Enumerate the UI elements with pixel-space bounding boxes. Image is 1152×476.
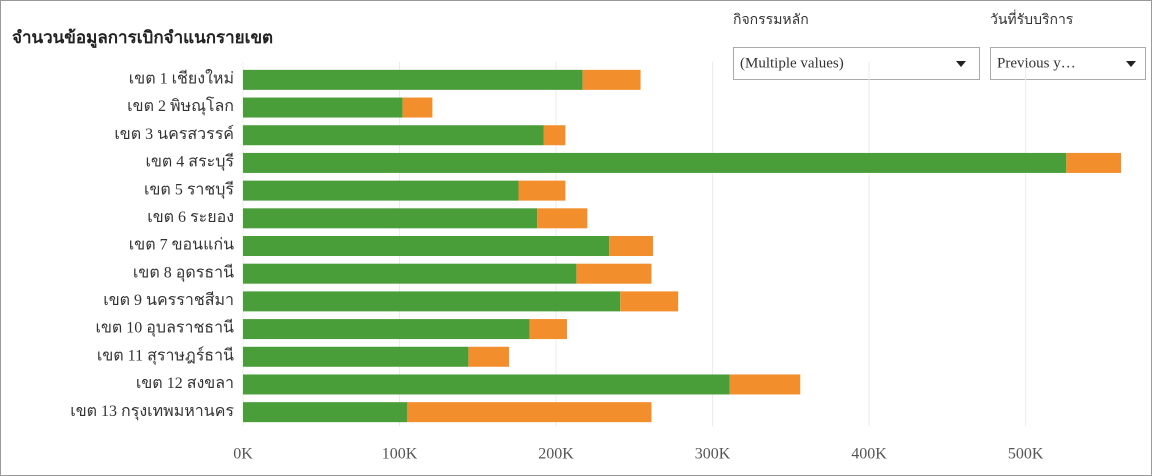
bar-segment [243, 208, 538, 229]
y-tick-label: เขต 5 ราชบุรี [144, 180, 234, 199]
bar-segment [1066, 152, 1122, 173]
bar-segment [243, 97, 403, 118]
dropdown-value: Previous y… [997, 55, 1076, 71]
y-tick-label: เขต 10 อุบลราชธานี [96, 319, 235, 338]
bar-segment [576, 263, 652, 284]
bar-segment [243, 236, 610, 256]
x-tick-label: 200K [538, 446, 574, 463]
y-tick-label: เขต 7 ขอนแก่น [129, 237, 234, 254]
dropdown[interactable]: Previous y… [990, 47, 1146, 80]
bar-segment [407, 402, 652, 423]
dropdown-box[interactable] [733, 47, 980, 80]
y-tick-label: เขต 13 กรุงเทพมหานคร [70, 403, 234, 421]
x-tick-label: 100K [382, 446, 418, 463]
bar-segment [729, 374, 801, 395]
y-tick-label: เขต 11 สุราษฎร์ธานี [97, 345, 234, 365]
bar-segment [243, 319, 530, 340]
bar-segment [609, 236, 654, 256]
bar-segment [518, 180, 566, 201]
bar-segment [468, 346, 510, 367]
x-tick-label: 400K [851, 446, 887, 463]
y-tick-label: เขต 8 อุดรธานี [133, 263, 234, 282]
bar-segment [243, 125, 544, 146]
bar-segment [402, 97, 433, 118]
y-tick-label: เขต 12 สงขลา [136, 375, 234, 392]
filter-label: วันที่รับบริการ [990, 10, 1074, 28]
bar-segment [243, 263, 577, 284]
x-tick-label: 500K [1008, 446, 1044, 463]
bar-segment [243, 180, 519, 201]
dropdown-box[interactable] [990, 47, 1146, 80]
dropdown[interactable]: (Multiple values) [733, 47, 980, 80]
bar-segment [243, 346, 469, 367]
bar-segment [537, 208, 588, 229]
bar-segment [243, 291, 621, 312]
bar-segment [243, 374, 730, 395]
bar-segment [243, 69, 583, 90]
y-tick-label: เขต 1 เชียงใหม่ [129, 69, 234, 88]
x-tick-label: 300K [695, 446, 731, 463]
y-tick-label: เขต 4 สระบุรี [146, 153, 235, 172]
bar-segment [582, 69, 641, 90]
y-tick-label: เขต 3 นครสวรรค์ [114, 124, 234, 143]
bar-segment [620, 291, 679, 312]
y-tick-label: เขต 6 ระยอง [147, 209, 234, 226]
bar-segment [243, 402, 408, 423]
bar-segment [543, 125, 566, 146]
y-tick-label: เขต 9 นครราชสีมา [103, 291, 234, 309]
y-tick-label: เขต 2 พิษณุโลก [127, 96, 234, 116]
dropdown-value: (Multiple values) [740, 55, 844, 71]
bar-segment [243, 152, 1067, 173]
dropdown-arrow [1126, 61, 1136, 67]
filter-label: กิจกรรมหลัก [733, 12, 809, 28]
chart-title: จำนวนข้อมูลการเบิกจำแนกรายเขต [12, 28, 273, 49]
bar-segment [529, 319, 567, 340]
x-tick-label: 0K [233, 446, 253, 463]
dropdown-arrow [956, 61, 966, 67]
